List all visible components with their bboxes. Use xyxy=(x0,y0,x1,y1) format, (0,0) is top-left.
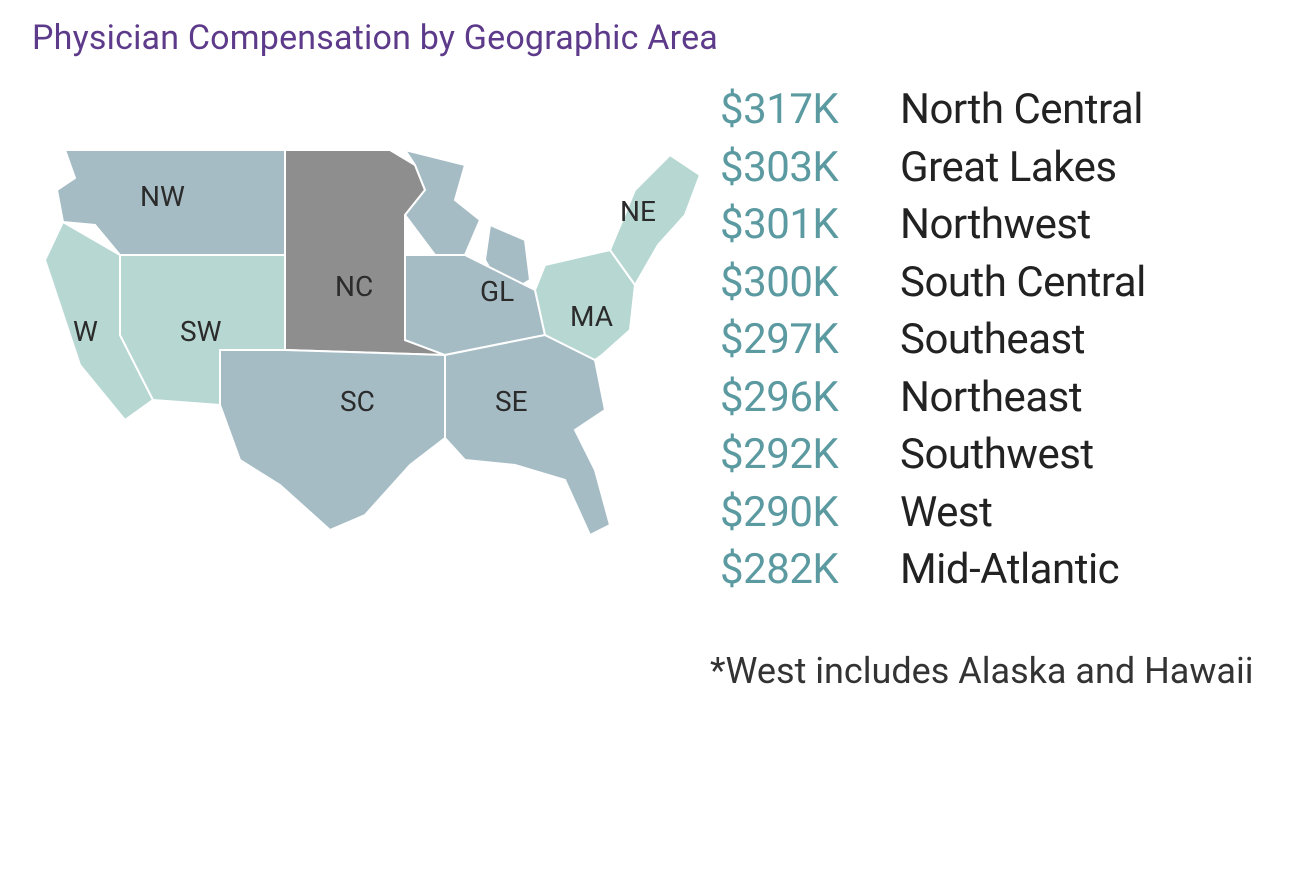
region-name: North Central xyxy=(900,85,1143,135)
region-name: West xyxy=(900,488,992,538)
amount: $290K xyxy=(720,488,870,538)
region-name: Mid-Atlantic xyxy=(900,545,1119,595)
amount: $297K xyxy=(720,315,870,365)
region-name: Northeast xyxy=(900,373,1082,423)
region-name: Northwest xyxy=(900,200,1091,250)
region-gl-upper xyxy=(405,150,480,255)
compensation-list: $317K North Central $303K Great Lakes $3… xyxy=(720,85,1260,603)
list-item: $290K West xyxy=(720,488,1260,538)
region-ne xyxy=(610,155,700,285)
amount: $301K xyxy=(720,200,870,250)
list-item: $292K Southwest xyxy=(720,430,1260,480)
amount: $300K xyxy=(720,258,870,308)
list-item: $300K South Central xyxy=(720,258,1260,308)
amount: $282K xyxy=(720,545,870,595)
map-svg xyxy=(35,130,715,550)
region-sc xyxy=(220,350,445,530)
list-item: $282K Mid-Atlantic xyxy=(720,545,1260,595)
list-item: $297K Southeast xyxy=(720,315,1260,365)
amount: $296K xyxy=(720,373,870,423)
amount: $317K xyxy=(720,85,870,135)
region-name: South Central xyxy=(900,258,1146,308)
region-name: Great Lakes xyxy=(900,143,1117,193)
list-item: $296K Northeast xyxy=(720,373,1260,423)
amount: $303K xyxy=(720,143,870,193)
region-name: Southwest xyxy=(900,430,1094,480)
list-item: $317K North Central xyxy=(720,85,1260,135)
list-item: $301K Northwest xyxy=(720,200,1260,250)
amount: $292K xyxy=(720,430,870,480)
us-region-map: NW W SW NC SC GL SE MA NE xyxy=(35,130,715,540)
region-name: Southeast xyxy=(900,315,1085,365)
list-item: $303K Great Lakes xyxy=(720,143,1260,193)
footnote: *West includes Alaska and Hawaii xyxy=(710,650,1254,692)
chart-title: Physician Compensation by Geographic Are… xyxy=(32,18,718,58)
region-se xyxy=(445,335,610,535)
